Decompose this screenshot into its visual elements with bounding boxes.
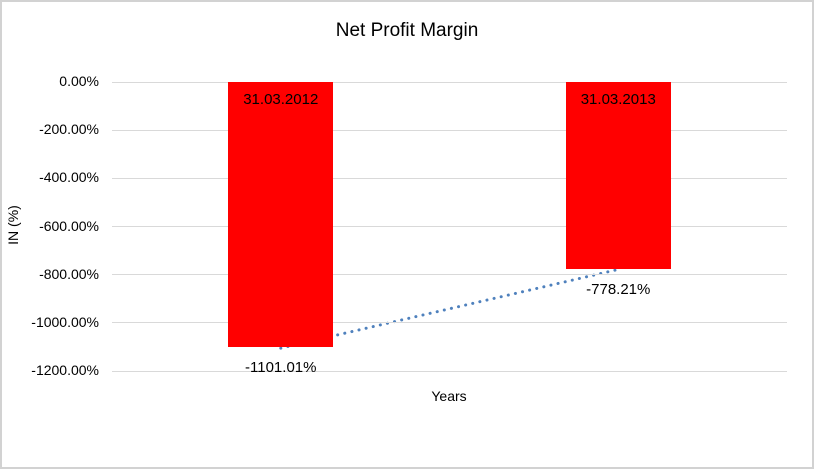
gridline <box>112 177 787 179</box>
y-axis-tick-label: -800.00% <box>39 265 99 282</box>
gridline <box>112 274 787 276</box>
y-axis-tick-label: -200.00% <box>39 121 99 138</box>
y-axis-tick-label: 0.00% <box>59 73 99 89</box>
data-label: -778.21% <box>586 281 651 299</box>
gridline <box>112 322 787 324</box>
gridline <box>112 81 787 83</box>
chart-title: Net Profit Margin <box>335 20 479 41</box>
y-axis-tick-label: -400.00% <box>39 169 99 186</box>
gridline <box>112 370 787 372</box>
bar-31.03.2012 <box>228 82 334 348</box>
y-axis-tick-label: -600.00% <box>39 217 99 234</box>
gridline <box>112 226 787 227</box>
category-label: 31.03.2012 <box>243 91 319 108</box>
data-label: -1101.01% <box>245 359 317 377</box>
bar-31.03.2013 <box>565 82 671 270</box>
gridline <box>112 129 787 131</box>
y-axis-tick-label: -1000.00% <box>31 313 99 330</box>
y-axis-tick-label: -1200.00% <box>31 362 99 378</box>
category-label: 31.03.2013 <box>580 91 656 108</box>
x-axis-title: Years <box>431 388 467 404</box>
